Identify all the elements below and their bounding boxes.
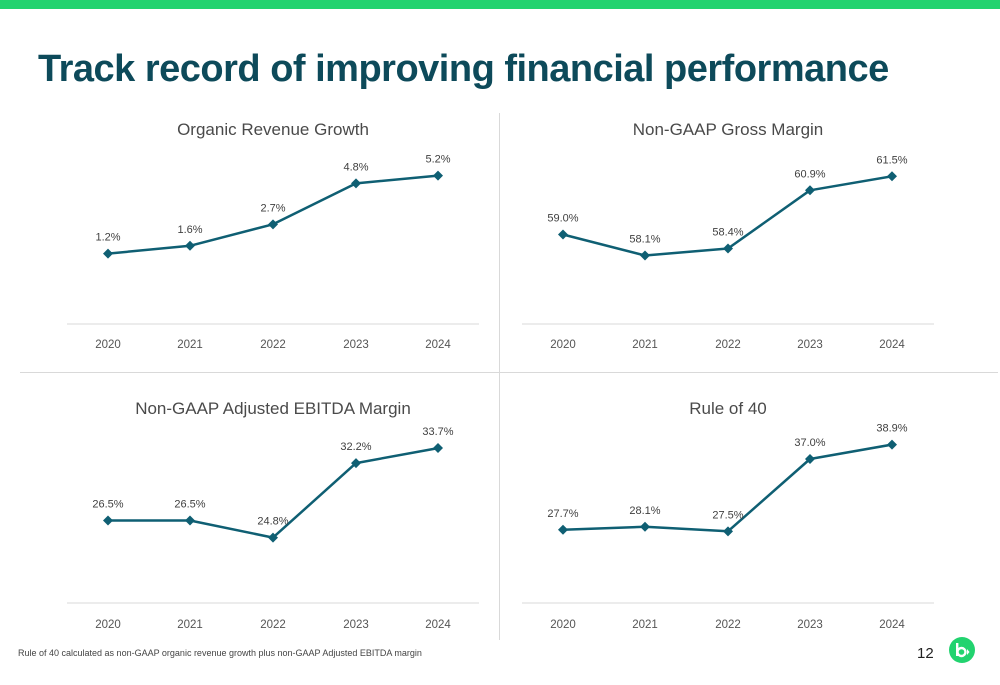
x-tick-label: 2022	[260, 619, 286, 631]
data-point-marker	[433, 443, 443, 454]
data-point-marker	[268, 532, 278, 543]
chart-title: Organic Revenue Growth	[177, 120, 369, 139]
data-label: 58.1%	[629, 234, 660, 246]
data-label: 1.2%	[95, 232, 120, 244]
x-tick-label: 2021	[632, 339, 658, 351]
data-label: 32.2%	[340, 441, 371, 453]
data-label: 59.0%	[547, 213, 578, 225]
horizontal-divider	[20, 372, 998, 373]
chart-title: Non-GAAP Gross Margin	[633, 120, 824, 139]
data-label: 60.9%	[794, 168, 825, 180]
data-point-marker	[887, 439, 897, 450]
data-point-marker	[805, 185, 815, 196]
series-line	[107, 174, 439, 255]
data-point-marker	[268, 219, 278, 230]
x-tick-label: 2024	[425, 339, 451, 351]
data-point-marker	[805, 454, 815, 465]
x-tick-label: 2022	[715, 339, 741, 351]
x-tick-label: 2022	[260, 339, 286, 351]
data-label: 61.5%	[876, 154, 907, 166]
b-logo-icon	[949, 637, 975, 663]
data-point-marker	[351, 178, 361, 189]
data-point-marker	[103, 515, 113, 526]
x-tick-label: 2024	[879, 619, 905, 631]
x-tick-label: 2023	[797, 619, 823, 631]
data-point-marker	[640, 521, 650, 532]
data-label: 28.1%	[629, 505, 660, 517]
x-tick-label: 2023	[343, 339, 369, 351]
data-point-marker	[640, 250, 650, 261]
data-label: 37.0%	[794, 437, 825, 449]
x-tick-label: 2020	[550, 619, 576, 631]
vertical-divider	[499, 113, 500, 640]
data-point-marker	[887, 171, 897, 182]
x-tick-label: 2020	[550, 339, 576, 351]
data-point-marker	[103, 248, 113, 259]
data-point-marker	[351, 458, 361, 469]
data-label: 38.9%	[876, 423, 907, 435]
series-line	[108, 446, 439, 539]
page-number: 12	[917, 645, 934, 662]
top-accent-bar	[0, 0, 1000, 9]
x-tick-label: 2023	[797, 339, 823, 351]
chart-title: Non-GAAP Adjusted EBITDA Margin	[135, 399, 411, 418]
data-label: 33.7%	[422, 426, 453, 438]
data-label: 26.5%	[92, 499, 123, 511]
x-tick-label: 2020	[95, 619, 121, 631]
x-tick-label: 2024	[879, 339, 905, 351]
series-line	[562, 443, 893, 533]
data-label: 27.5%	[712, 509, 743, 521]
data-point-marker	[185, 515, 195, 526]
x-tick-label: 2024	[425, 619, 451, 631]
data-label: 2.7%	[260, 202, 285, 214]
x-tick-label: 2020	[95, 339, 121, 351]
data-label: 4.8%	[343, 161, 368, 173]
x-tick-label: 2021	[177, 339, 203, 351]
footnote: Rule of 40 calculated as non-GAAP organi…	[18, 648, 422, 658]
series-line	[562, 175, 893, 257]
data-point-marker	[723, 526, 733, 537]
x-tick-label: 2023	[343, 619, 369, 631]
data-label: 1.6%	[177, 224, 202, 236]
x-tick-label: 2021	[632, 619, 658, 631]
data-point-marker	[723, 243, 733, 254]
data-label: 5.2%	[425, 154, 450, 166]
data-label: 24.8%	[257, 516, 288, 528]
x-tick-label: 2021	[177, 619, 203, 631]
chart-title: Rule of 40	[689, 399, 767, 418]
data-point-marker	[558, 524, 568, 535]
x-tick-label: 2022	[715, 619, 741, 631]
data-label: 58.4%	[712, 227, 743, 239]
page-title: Track record of improving financial perf…	[38, 48, 889, 90]
data-label: 26.5%	[174, 499, 205, 511]
data-point-marker	[558, 229, 568, 240]
data-label: 27.7%	[547, 508, 578, 520]
data-point-marker	[433, 170, 443, 181]
data-point-marker	[185, 240, 195, 251]
